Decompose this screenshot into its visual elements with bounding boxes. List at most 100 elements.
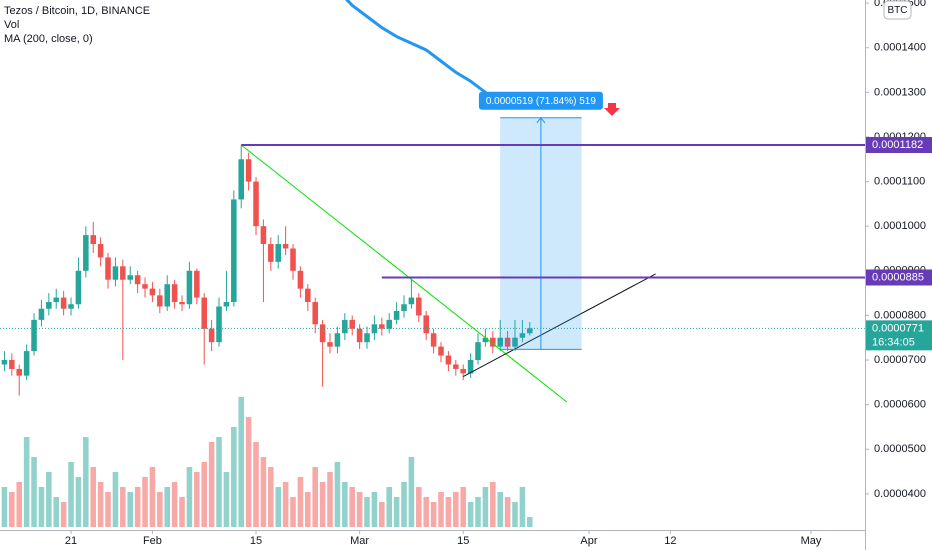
candle-body [268,244,274,262]
volume-bar [408,457,415,527]
candle-body [519,333,526,338]
candle-body [216,306,222,343]
volume-bar [386,487,392,527]
x-tick-label: Apr [580,535,597,547]
volume-bar [312,467,318,527]
volume-bar [1,487,8,527]
volume-bar [423,497,429,527]
candle-body [83,235,89,271]
measure-label: 0.0000519 (71.84%) 519 [486,96,597,107]
candle-body [112,266,119,280]
volume-bar [416,487,422,527]
candle-body [312,302,318,325]
candle-body [475,342,481,361]
candle-body [482,337,489,343]
volume-bar [245,417,252,527]
candle-body [512,337,518,347]
candle-body [75,270,82,305]
candle-body [97,244,104,258]
candle-body [379,324,385,329]
level-label: 0.0001182 [872,139,923,151]
volume-bar [157,492,163,527]
volume-bar [38,487,45,527]
volume-bar [142,477,148,527]
candle-body [290,248,296,271]
volume-bar [186,467,193,527]
currency-button[interactable] [883,0,912,20]
volume-bar [31,457,37,527]
volume-bar [90,467,97,527]
y-tick-label: 0.0001300 [874,86,926,98]
volume-bar [60,502,67,527]
candle-body [68,304,74,309]
candle-body [416,297,422,316]
candle-body [60,297,67,309]
volume-bar [75,477,82,527]
candle-body [327,342,333,347]
candle-body [445,355,452,365]
candle-body [238,159,244,200]
candle-body [334,333,341,347]
candle-body [305,288,311,303]
y-tick-label: 0.0001000 [874,220,926,232]
candle-body [149,288,156,296]
volume-bar [282,482,289,527]
currency-label[interactable]: BTC [888,5,908,16]
plot-area: 0.0000519 (71.84%) 519 [0,0,865,527]
candle-body [208,328,215,343]
y-tick-label: 0.0001100 [874,175,925,187]
volume-bar [171,482,178,527]
last-price-label: 0.0000771 [872,322,924,334]
volume-bar [497,492,503,527]
volume-bar [453,492,459,527]
candle-body [319,324,326,343]
volume-bar [460,487,466,527]
candle-body [90,235,97,245]
volume-bar [430,502,437,527]
trend-line [462,273,656,377]
volume-bar [305,492,311,527]
candle-body [194,270,200,298]
volume-bar [231,427,237,527]
candle-body [430,333,437,347]
volume-bar [490,482,496,527]
candle-body [231,199,237,303]
candle-body [401,304,407,311]
candle-body [53,297,60,303]
legend-entry: MA (200, close, 0) [4,33,93,45]
candle-body [356,328,363,343]
volume-bar [371,492,378,527]
candle-body [46,302,52,309]
level-label-box [866,269,932,286]
candle-body [23,351,30,376]
volume-bar [327,472,333,527]
candle-body [245,159,252,182]
candle-body [164,284,171,307]
candle-body [275,244,281,262]
volume-bar [519,487,526,527]
volume-bar [275,487,281,527]
volume-bar [393,497,400,527]
volume-bar [53,497,60,527]
volume-bar [46,472,52,527]
countdown-label: 16:34:05 [872,336,915,348]
x-tick-label: 15 [250,535,262,547]
candle-body [408,297,415,305]
x-tick-label: 15 [457,535,469,547]
volume-bar [319,482,326,527]
candle-body [16,368,23,376]
candle-body [127,275,134,280]
candle-body [527,328,533,334]
volume-bar [164,487,171,527]
candle-body [467,360,474,374]
volume-bar [23,437,30,527]
volume-bar [134,487,141,527]
volume-bar [208,442,215,527]
candle-body [342,319,348,334]
volume-bar [364,497,370,527]
volume-bar [16,482,23,527]
volume-bar [467,502,474,527]
volume-bar [216,437,222,527]
candle-body [171,284,178,303]
